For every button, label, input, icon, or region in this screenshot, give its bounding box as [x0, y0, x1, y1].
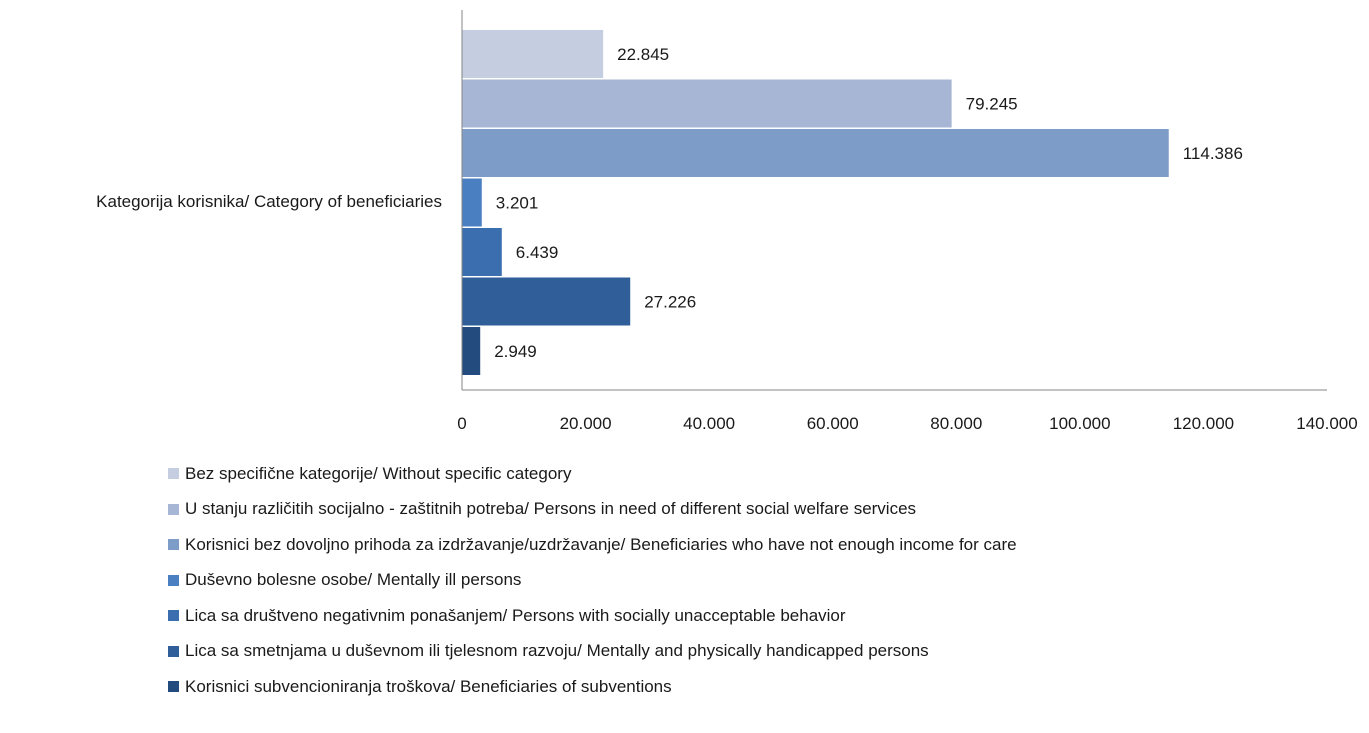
bars-group: [462, 30, 1169, 375]
legend-swatch: [168, 645, 179, 657]
legend-label: Duševno bolesne osobe/ Mentally ill pers…: [185, 570, 522, 590]
legend-label: Korisnici bez dovoljno prihoda za izdrža…: [185, 534, 1017, 554]
data-label-4: 3.201: [496, 194, 539, 213]
legend-item: Lica sa društveno negativnim ponašanjem/…: [168, 598, 1017, 634]
legend-label: U stanju različitih socijalno - zaštitni…: [185, 499, 917, 519]
x-tick-label: 0: [457, 414, 466, 433]
legend-item: U stanju različitih socijalno - zaštitni…: [168, 492, 1017, 528]
data-label-5: 6.439: [516, 243, 559, 262]
data-label-6: 27.226: [644, 293, 696, 312]
x-tick-label: 140.000: [1296, 414, 1357, 433]
x-tick-label: 80.000: [930, 414, 982, 433]
x-tick-label: 120.000: [1173, 414, 1234, 433]
data-label-1: 22.845: [617, 45, 669, 64]
data-labels-group: 22.845 79.245 114.386 3.201 6.439 27.226 2.949: [494, 45, 1243, 361]
bar-7: [462, 327, 481, 375]
bar-3: [462, 129, 1169, 177]
bar-5: [462, 228, 502, 276]
legend-label: Bez specifične kategorije/ Without speci…: [185, 463, 572, 483]
legend-item: Lica sa smetnjama u duševnom ili tjelesn…: [168, 634, 1017, 670]
legend: Bez specifične kategorije/ Without speci…: [168, 456, 1017, 705]
legend-label: Lica sa smetnjama u duševnom ili tjelesn…: [185, 641, 929, 661]
legend-swatch: [168, 539, 179, 551]
category-label: Kategorija korisnika/ Category of benefi…: [96, 192, 442, 211]
legend-item: Duševno bolesne osobe/ Mentally ill pers…: [168, 563, 1017, 599]
data-label-2: 79.245: [966, 95, 1018, 114]
legend-swatch: [168, 503, 179, 515]
legend-label: Lica sa društveno negativnim ponašanjem/…: [185, 605, 846, 625]
bar-6: [462, 277, 631, 326]
bar-4: [462, 178, 482, 227]
legend-item: Korisnici bez dovoljno prihoda za izdrža…: [168, 527, 1017, 563]
legend-swatch: [168, 574, 179, 586]
x-tick-labels-group: 0 20.000 40.000 60.000 80.000 100.000 120.000 1…: [457, 414, 1357, 433]
x-tick-label: 60.000: [807, 414, 859, 433]
legend-item: Korisnici subvencioniranja troškova/ Ben…: [168, 669, 1017, 705]
bar-2: [462, 79, 952, 128]
x-tick-label: 40.000: [683, 414, 735, 433]
x-tick-label: 20.000: [560, 414, 612, 433]
x-tick-label: 100.000: [1049, 414, 1110, 433]
data-label-7: 2.949: [494, 342, 537, 361]
legend-swatch: [168, 610, 179, 622]
legend-item: Bez specifične kategorije/ Without speci…: [168, 456, 1017, 492]
bar-1: [462, 30, 604, 78]
data-label-3: 114.386: [1183, 144, 1243, 163]
legend-swatch: [168, 681, 179, 693]
legend-swatch: [168, 468, 179, 480]
legend-label: Korisnici subvencioniranja troškova/ Ben…: [185, 676, 672, 696]
bar-chart: 22.845 79.245 114.386 3.201 6.439 27.226 2.949…: [96, 10, 1358, 433]
